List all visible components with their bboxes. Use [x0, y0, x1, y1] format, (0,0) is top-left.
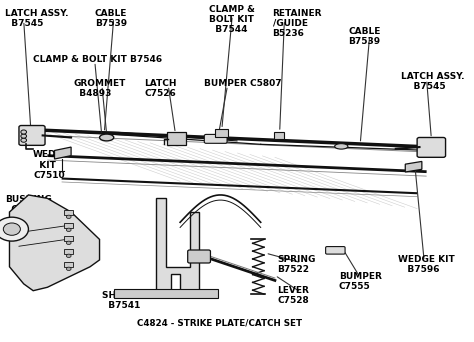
Bar [64, 210, 73, 215]
Circle shape [3, 223, 20, 235]
Bar [64, 249, 73, 254]
Text: SPRING
B7522: SPRING B7522 [277, 255, 316, 274]
FancyBboxPatch shape [204, 134, 227, 143]
Bar [114, 289, 218, 298]
Text: GROMMET
  B4893: GROMMET B4893 [73, 79, 126, 98]
Text: WEDGE
  KIT
C7510: WEDGE KIT C7510 [33, 150, 70, 180]
Circle shape [66, 254, 71, 258]
Text: WEDGE KIT
   B7596: WEDGE KIT B7596 [398, 255, 455, 274]
Text: LATCH ASSY.
    B7545: LATCH ASSY. B7545 [401, 72, 464, 91]
FancyBboxPatch shape [188, 250, 210, 263]
Circle shape [66, 215, 71, 219]
Text: C4824 - STRIKE PLATE/CATCH SET: C4824 - STRIKE PLATE/CATCH SET [137, 319, 302, 328]
Bar [64, 262, 73, 267]
Text: BUSHING
  C7516: BUSHING C7516 [5, 195, 52, 214]
Text: CLAMP &
BOLT KIT
  B7544: CLAMP & BOLT KIT B7544 [209, 5, 255, 34]
Circle shape [66, 228, 71, 232]
Text: LEVER
C7528: LEVER C7528 [277, 286, 309, 305]
Text: BUMPER
C7555: BUMPER C7555 [339, 272, 382, 291]
Polygon shape [9, 195, 100, 291]
Polygon shape [55, 147, 71, 159]
Circle shape [21, 134, 27, 138]
Circle shape [66, 241, 71, 245]
FancyBboxPatch shape [167, 132, 186, 145]
Text: LATCH ASSY.
  B7545: LATCH ASSY. B7545 [5, 9, 68, 28]
FancyBboxPatch shape [19, 126, 45, 145]
Circle shape [66, 267, 71, 271]
Text: CABLE
B7539: CABLE B7539 [348, 27, 381, 47]
FancyBboxPatch shape [215, 129, 228, 137]
Text: RETAINER
/GUIDE
B5236: RETAINER /GUIDE B5236 [273, 9, 322, 38]
Polygon shape [405, 161, 422, 172]
Circle shape [0, 217, 28, 241]
Circle shape [21, 130, 27, 134]
Bar [64, 223, 73, 228]
Circle shape [21, 138, 27, 142]
FancyBboxPatch shape [274, 132, 284, 139]
Text: CABLE
B7539: CABLE B7539 [95, 9, 127, 28]
Ellipse shape [100, 134, 114, 141]
Text: LATCH
C7526: LATCH C7526 [145, 79, 177, 98]
Ellipse shape [335, 144, 348, 149]
Bar [64, 236, 73, 241]
Text: CLAMP & BOLT KIT B7546: CLAMP & BOLT KIT B7546 [33, 55, 162, 64]
Text: BUMPER C5807: BUMPER C5807 [204, 79, 282, 88]
FancyBboxPatch shape [326, 247, 345, 254]
Polygon shape [156, 198, 199, 294]
FancyBboxPatch shape [417, 137, 446, 157]
Text: SHIM KIT
  B7541: SHIM KIT B7541 [102, 291, 148, 310]
